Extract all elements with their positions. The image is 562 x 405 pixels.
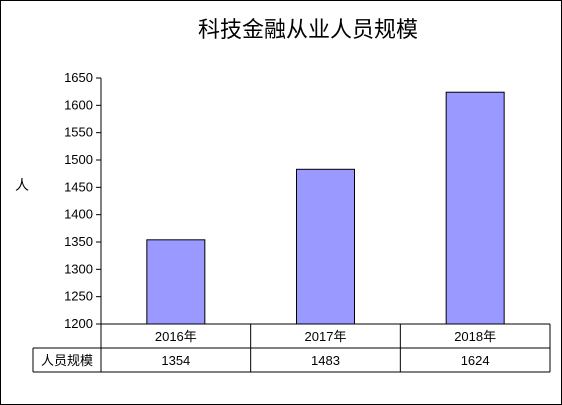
bar-2018年 (445, 91, 505, 325)
y-tick-label: 1600 (64, 97, 93, 112)
y-tick-label: 1450 (64, 179, 93, 194)
bars (146, 91, 505, 325)
y-tick-label: 1350 (64, 234, 93, 249)
y-axis-ticks: 1200 1250 1300 1350 1400 1450 1500 1550 1600 1650 (64, 70, 101, 331)
bar-2017年 (296, 168, 355, 325)
y-axis-label: 人 (15, 178, 29, 194)
y-tick-label: 1550 (64, 125, 93, 140)
category-label: 2018年 (454, 329, 496, 344)
value-cell: 1354 (161, 353, 190, 368)
bar-2016年 (146, 239, 206, 325)
y-tick-label: 1200 (64, 316, 93, 331)
y-tick-label: 1500 (64, 152, 93, 167)
category-label: 2017年 (305, 329, 347, 344)
value-cell: 1483 (311, 353, 340, 368)
y-tick-label: 1650 (64, 70, 93, 85)
series-name-cell: 人员规模 (41, 353, 93, 368)
y-tick-label: 1400 (64, 207, 93, 222)
y-tick-label: 1250 (64, 289, 93, 304)
value-cell: 1624 (461, 353, 490, 368)
category-label: 2016年 (155, 329, 197, 344)
y-tick-label: 1300 (64, 261, 93, 276)
chart-title: 科技金融从业人员规模 (198, 18, 418, 43)
